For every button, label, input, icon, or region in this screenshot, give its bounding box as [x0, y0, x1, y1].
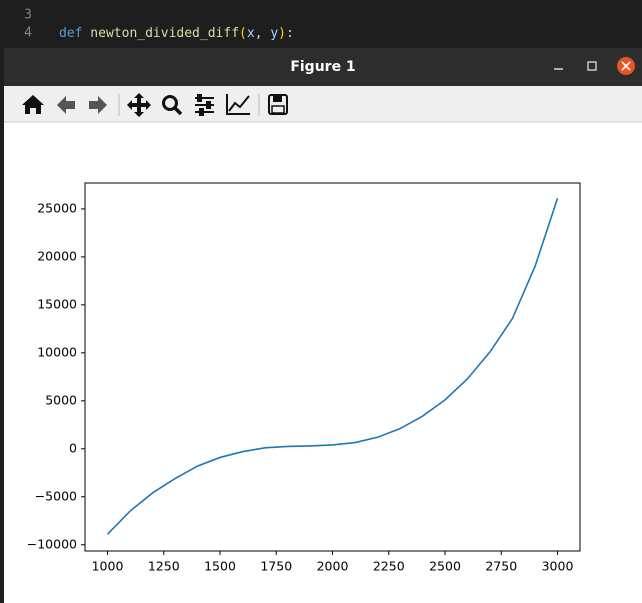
x-tick-label: 1250 — [148, 559, 180, 574]
plot: 1000 1250 1500 1750 2000 2250 2500 2750 3000 −100… — [27, 198, 574, 574]
toolbar — [4, 86, 642, 122]
x-tick-label: 2750 — [485, 559, 517, 574]
configure-button[interactable] — [195, 94, 214, 116]
back-button[interactable] — [57, 96, 75, 114]
x-tick-label: 2000 — [317, 559, 349, 574]
code-token: y — [270, 26, 278, 41]
code-token: ) — [278, 26, 286, 41]
y-tick-label: 15000 — [37, 296, 77, 311]
home-button[interactable] — [22, 95, 44, 114]
code-token: : — [286, 26, 294, 41]
title-bar — [4, 48, 642, 86]
editor-background — [0, 0, 642, 48]
forward-button[interactable] — [89, 96, 107, 114]
window-title: Figure 1 — [290, 59, 355, 75]
x-tick-label: 1750 — [260, 559, 292, 574]
y-tick-label: 20000 — [37, 248, 77, 263]
x-tick-label: 2500 — [429, 559, 461, 574]
y-tick-label: 25000 — [37, 200, 77, 215]
y-tick-label: 5000 — [45, 392, 77, 407]
y-tick-label: −5000 — [35, 488, 77, 503]
line-number: 3 — [24, 8, 32, 23]
y-tick-label: 0 — [69, 440, 77, 455]
y-tick-label: −10000 — [27, 536, 77, 551]
y-tick-label: 10000 — [37, 344, 77, 359]
axes-frame — [84, 182, 581, 552]
x-tick-label: 1500 — [204, 559, 236, 574]
code-line: def newton_divided_diff(x, y): — [59, 26, 294, 41]
maximize-button[interactable] — [587, 61, 597, 71]
x-tick-label: 3000 — [542, 559, 574, 574]
close-button[interactable] — [617, 57, 635, 75]
x-tick-label: 1000 — [92, 559, 124, 574]
zoom-button[interactable] — [162, 95, 183, 116]
code-token: newton_divided_diff — [82, 26, 239, 41]
code-token: def — [59, 26, 82, 41]
save-button[interactable] — [268, 94, 288, 115]
editor: 3 4 def newton_divided_diff(x, y): — [24, 8, 294, 41]
x-tick-label: 2250 — [373, 559, 405, 574]
edit-axis-button[interactable] — [226, 94, 250, 115]
toolbar-icons — [22, 93, 288, 117]
code-token: ( — [239, 26, 247, 41]
code-token: x — [247, 26, 255, 41]
pan-button[interactable] — [127, 93, 151, 117]
line-number: 4 — [24, 26, 32, 41]
figure-window — [4, 48, 642, 603]
code-token: , — [255, 26, 271, 41]
data-line — [106, 198, 559, 535]
